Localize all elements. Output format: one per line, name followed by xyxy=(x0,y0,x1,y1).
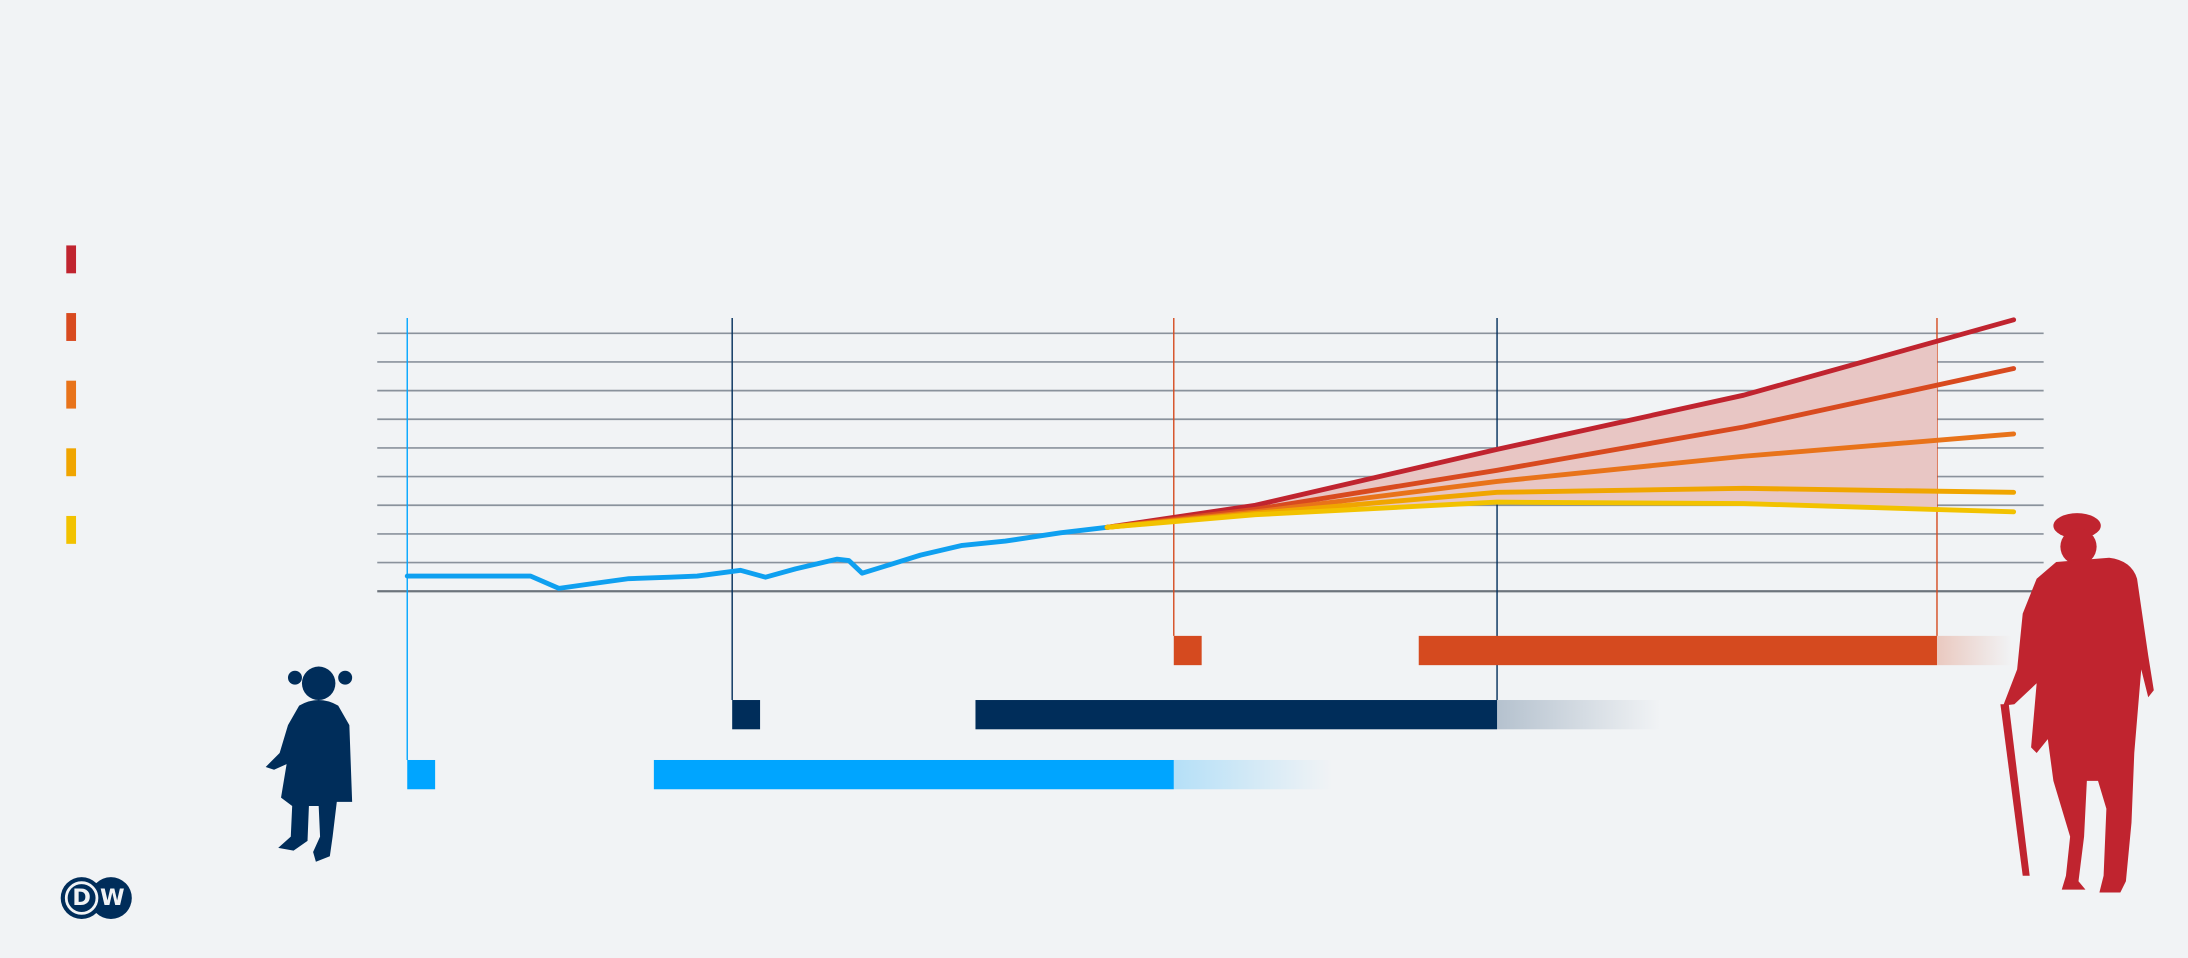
logo-letter: D xyxy=(72,885,91,911)
range-bar xyxy=(1418,635,1937,666)
row-marker xyxy=(407,759,436,790)
row-marker xyxy=(1173,635,1202,666)
logo-letter: W xyxy=(100,885,125,911)
series-line xyxy=(1104,499,2017,530)
bar-fade xyxy=(1173,759,1333,790)
child-silhouette xyxy=(265,666,353,862)
legend-swatch xyxy=(66,380,77,409)
range-bar xyxy=(653,759,1174,790)
logo-ring xyxy=(64,881,99,915)
bar-fade xyxy=(1497,700,1661,730)
legend-swatch xyxy=(66,245,77,274)
series-line xyxy=(404,524,1110,591)
logo: D W xyxy=(60,877,132,919)
range-bar xyxy=(975,700,1498,730)
legend-swatch xyxy=(66,515,77,544)
legend-swatch xyxy=(66,448,77,477)
series-line xyxy=(1104,317,2017,530)
bar-fade xyxy=(1936,635,2012,666)
logo-circle xyxy=(89,877,132,919)
elderly-silhouette xyxy=(2000,513,2154,893)
row-marker xyxy=(732,700,761,730)
projection-band xyxy=(1107,341,1937,528)
legend-swatch xyxy=(66,313,77,341)
